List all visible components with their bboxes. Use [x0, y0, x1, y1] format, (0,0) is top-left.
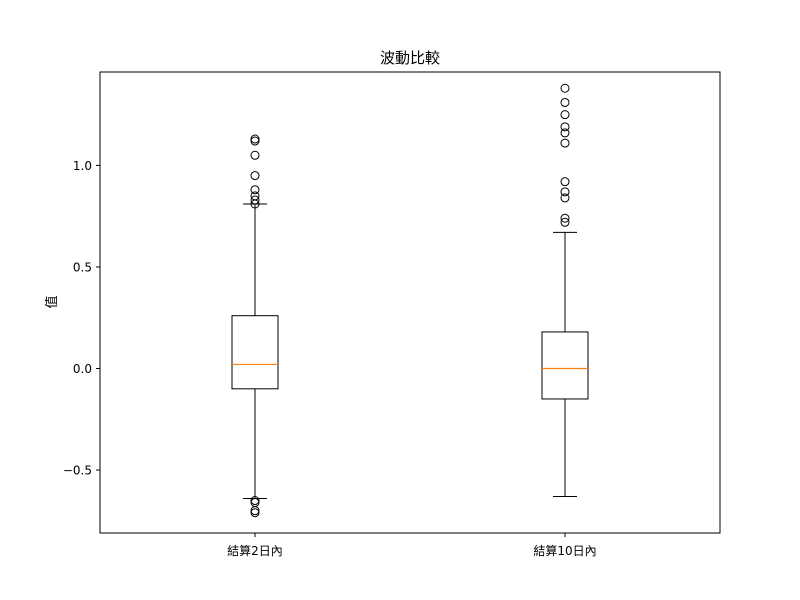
box	[541, 331, 589, 400]
outlier-point	[560, 217, 570, 227]
y-tick-label: 1.0	[73, 159, 92, 173]
box	[231, 315, 279, 390]
outlier-point	[560, 83, 570, 93]
y-axis-label: 值	[44, 295, 60, 308]
outlier-point	[250, 195, 260, 205]
chart-title: 波動比較	[380, 49, 440, 67]
outlier-point	[560, 122, 570, 132]
y-tick-label: −0.5	[63, 464, 92, 478]
outlier-point	[250, 508, 260, 518]
plot-frame	[99, 71, 721, 534]
outlier-point	[560, 110, 570, 120]
y-tick-label: 0.0	[73, 362, 92, 376]
outlier-point	[250, 134, 260, 144]
outlier-point	[560, 97, 570, 107]
outlier-point	[560, 128, 570, 138]
outlier-point	[560, 177, 570, 187]
outlier-point	[250, 150, 260, 160]
outlier-point	[560, 138, 570, 148]
outlier-point	[560, 193, 570, 203]
y-tick-label: 0.5	[73, 260, 92, 274]
outlier-point	[560, 187, 570, 197]
outlier-point	[560, 213, 570, 223]
outlier-point	[250, 191, 260, 201]
outlier-point	[250, 185, 260, 195]
x-tick-label: 結算2日內	[227, 543, 283, 558]
x-tick-label: 結算10日內	[533, 543, 596, 558]
plot-area: −0.5 0.0 0.5 1.0 結算2日內 結算10日內	[63, 83, 597, 558]
outlier-point	[250, 171, 260, 181]
